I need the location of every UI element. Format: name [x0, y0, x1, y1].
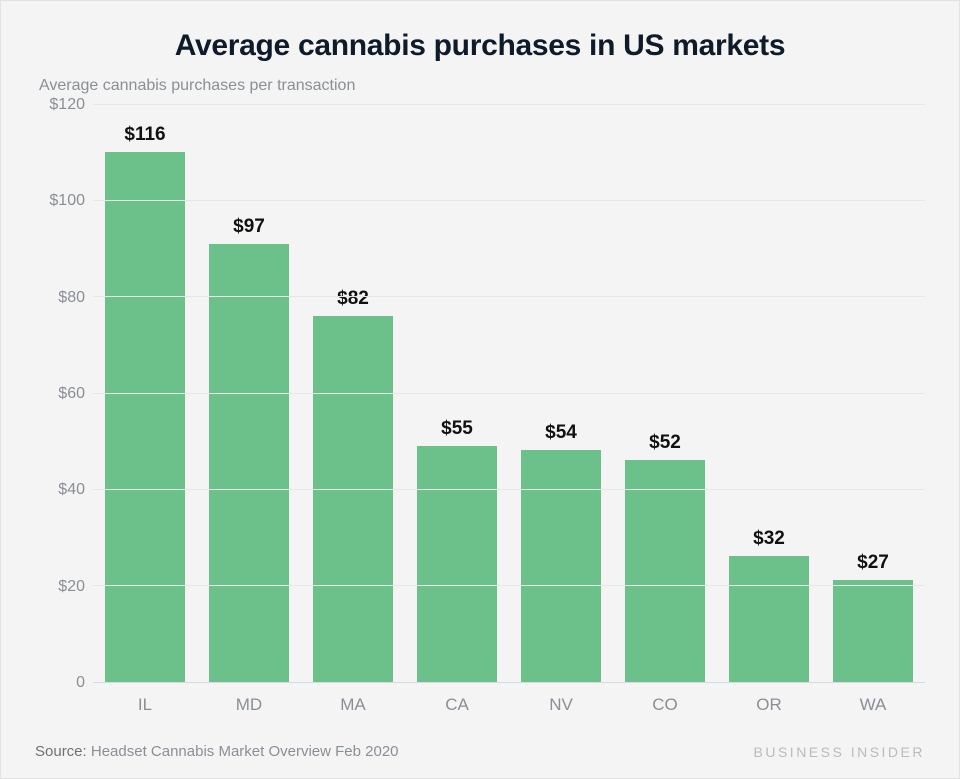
- plot-area: 0$20$40$60$80$100$120 $116$97$82$55$54$5…: [35, 105, 925, 683]
- x-tick-label: IL: [93, 695, 197, 715]
- grid-line: [93, 585, 925, 586]
- bar-slot: $82: [301, 105, 405, 682]
- grid-line: [93, 296, 925, 297]
- x-tick-label: OR: [717, 695, 821, 715]
- chart-title: Average cannabis purchases in US markets: [35, 29, 925, 63]
- y-tick-label: $20: [58, 578, 85, 596]
- source-text: Headset Cannabis Market Overview Feb 202…: [91, 743, 399, 760]
- bar: [625, 460, 704, 682]
- bar-value-label: $32: [753, 528, 785, 550]
- bar: [313, 316, 392, 682]
- x-tick-label: CA: [405, 695, 509, 715]
- chart-card: Average cannabis purchases in US markets…: [0, 0, 960, 779]
- bar-slot: $32: [717, 105, 821, 682]
- bar-slot: $116: [93, 105, 197, 682]
- bar-value-label: $116: [124, 124, 165, 146]
- bar: [209, 244, 288, 682]
- y-tick-label: $100: [49, 192, 85, 210]
- source-line: Source: Headset Cannabis Market Overview…: [35, 743, 399, 760]
- bar-wrap: $52: [613, 432, 717, 682]
- bar-value-label: $52: [649, 432, 681, 454]
- grid-line: [93, 393, 925, 394]
- bar-value-label: $27: [857, 552, 889, 574]
- bar: [521, 450, 600, 682]
- x-tick-label: MA: [301, 695, 405, 715]
- bar-wrap: $54: [509, 422, 613, 682]
- y-tick-label: 0: [76, 674, 85, 692]
- chart-subtitle: Average cannabis purchases per transacti…: [35, 77, 925, 95]
- grid-line: [93, 104, 925, 105]
- bar: [105, 152, 184, 682]
- bars-container: $116 $97 $82 $55 $54 $52 $32 $27: [93, 105, 925, 682]
- x-tick-label: WA: [821, 695, 925, 715]
- bar-value-label: $55: [441, 418, 473, 440]
- bar-value-label: $97: [233, 216, 265, 238]
- bar-slot: $27: [821, 105, 925, 682]
- y-tick-label: $120: [49, 96, 85, 114]
- source-label: Source:: [35, 743, 87, 760]
- bar-wrap: $55: [405, 418, 509, 682]
- bar-wrap: $82: [301, 288, 405, 682]
- x-tick-label: CO: [613, 695, 717, 715]
- bar-value-label: $54: [545, 422, 577, 444]
- bar-slot: $54: [509, 105, 613, 682]
- bar: [833, 580, 912, 682]
- y-axis: 0$20$40$60$80$100$120: [35, 105, 93, 683]
- bar-wrap: $97: [197, 216, 301, 682]
- bar-slot: $97: [197, 105, 301, 682]
- grid-line: [93, 489, 925, 490]
- bar-value-label: $82: [337, 288, 369, 310]
- brand-label: BUSINESS INSIDER: [754, 744, 925, 760]
- bar-slot: $55: [405, 105, 509, 682]
- x-tick-label: MD: [197, 695, 301, 715]
- bar-slot: $52: [613, 105, 717, 682]
- grid-line: [93, 200, 925, 201]
- y-tick-label: $80: [58, 289, 85, 307]
- bar: [417, 446, 496, 682]
- chart-footer: Source: Headset Cannabis Market Overview…: [35, 737, 925, 760]
- chart-area: $116 $97 $82 $55 $54 $52 $32 $27: [93, 105, 925, 683]
- y-tick-label: $40: [58, 481, 85, 499]
- y-tick-label: $60: [58, 385, 85, 403]
- x-tick-label: NV: [509, 695, 613, 715]
- x-axis: ILMDMACANVCOORWA: [35, 695, 925, 715]
- bar-wrap: $32: [717, 528, 821, 682]
- bar: [729, 556, 808, 682]
- bar-wrap: $116: [93, 124, 197, 682]
- bar-wrap: $27: [821, 552, 925, 682]
